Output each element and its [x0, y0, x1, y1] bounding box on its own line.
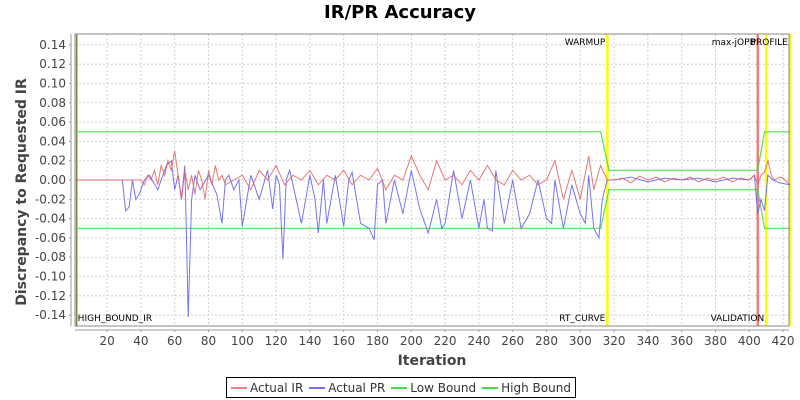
x-tick-label: 220 [434, 334, 457, 348]
legend-item-high-bound: High Bound [482, 381, 571, 395]
y-tick-label: 0.10 [39, 77, 66, 91]
actual-pr-swatch-icon [309, 386, 326, 389]
y-tick-label: -0.04 [35, 212, 66, 226]
phase-bottom-label: RT_CURVE [559, 314, 605, 324]
x-tick-label: 100 [231, 334, 254, 348]
high-bound-swatch-icon [482, 386, 499, 389]
legend: Actual IR Actual PR Low Bound High Bound [226, 377, 576, 398]
x-axis: 20 40 60 80 100 120 140 160 180 200 220 240 260 280 30… [75, 329, 795, 348]
x-tick-label: 320 [603, 334, 626, 348]
x-tick-label: 80 [201, 334, 216, 348]
x-tick-label: 280 [535, 334, 558, 348]
x-tick-label: 180 [366, 334, 389, 348]
y-tick-label: 0.14 [39, 38, 66, 52]
x-tick-label: 360 [670, 334, 693, 348]
y-tick-label: 0.08 [39, 96, 66, 110]
y-tick-label: 0.06 [39, 115, 66, 129]
y-tick-label: -0.02 [35, 192, 66, 206]
legend-label: Low Bound [410, 380, 477, 395]
x-tick-label: 400 [738, 334, 761, 348]
y-tick-label: 0.00 [39, 173, 66, 187]
chart-title: IR/PR Accuracy [324, 2, 476, 23]
series-line-actual-ir [75, 151, 791, 200]
x-tick-label: 140 [298, 334, 321, 348]
x-tick-label: 200 [400, 334, 423, 348]
y-tick-label: -0.06 [35, 231, 66, 245]
y-axis-label: Discrepancy to Requested IR [14, 78, 30, 306]
x-tick-label: 380 [704, 334, 727, 348]
series-line-actual-pr [75, 159, 790, 318]
legend-item-actual-pr: Actual PR [309, 381, 385, 395]
actual-ir-swatch-icon [231, 386, 247, 389]
phase-top-label: WARMUP [565, 38, 606, 48]
y-axis: 0.14 0.12 0.10 0.08 0.06 0.04 0.02 0.00 -0.02 -0.… [35, 34, 72, 326]
y-tick-label: -0.12 [35, 289, 66, 303]
x-tick-label: 340 [636, 334, 659, 348]
phase-bottom-label: VALIDATION [711, 314, 765, 324]
y-tick-label: -0.14 [35, 308, 66, 322]
x-tick-label: 40 [133, 334, 148, 348]
x-tick-label: 60 [167, 334, 182, 348]
y-tick-label: 0.02 [39, 154, 66, 168]
legend-item-actual-ir: Actual IR [231, 381, 303, 395]
data-series [75, 131, 791, 318]
plot-area [74, 33, 790, 327]
series-line-high-bound [75, 131, 790, 171]
y-tick-label: 0.12 [39, 57, 66, 71]
legend-label: Actual IR [250, 380, 304, 395]
phase-top-label: PROFILE [751, 38, 789, 48]
x-tick-label: 240 [467, 334, 490, 348]
x-tick-label: 160 [332, 334, 355, 348]
x-axis-label: Iteration [398, 353, 467, 369]
low-bound-swatch-icon [391, 386, 408, 389]
y-tick-label: 0.04 [39, 134, 66, 148]
x-tick-label: 20 [99, 334, 114, 348]
y-tick-label: -0.08 [35, 250, 66, 264]
x-tick-label: 260 [501, 334, 524, 348]
phase-top-label: max-jOPB [712, 38, 756, 48]
x-tick-label: 300 [569, 334, 592, 348]
legend-label: Actual PR [328, 380, 386, 395]
x-tick-label: 420 [772, 334, 795, 348]
x-tick-label: 120 [265, 334, 288, 348]
series-line-low-bound [75, 189, 790, 229]
phase-labels: HIGH_BOUND_IR WARMUP RT_CURVE max-jOPB VALID… [78, 38, 788, 324]
legend-item-low-bound: Low Bound [391, 381, 476, 395]
phase-bottom-label: HIGH_BOUND_IR [78, 314, 152, 324]
y-tick-label: -0.10 [35, 270, 66, 284]
legend-label: High Bound [501, 380, 571, 395]
